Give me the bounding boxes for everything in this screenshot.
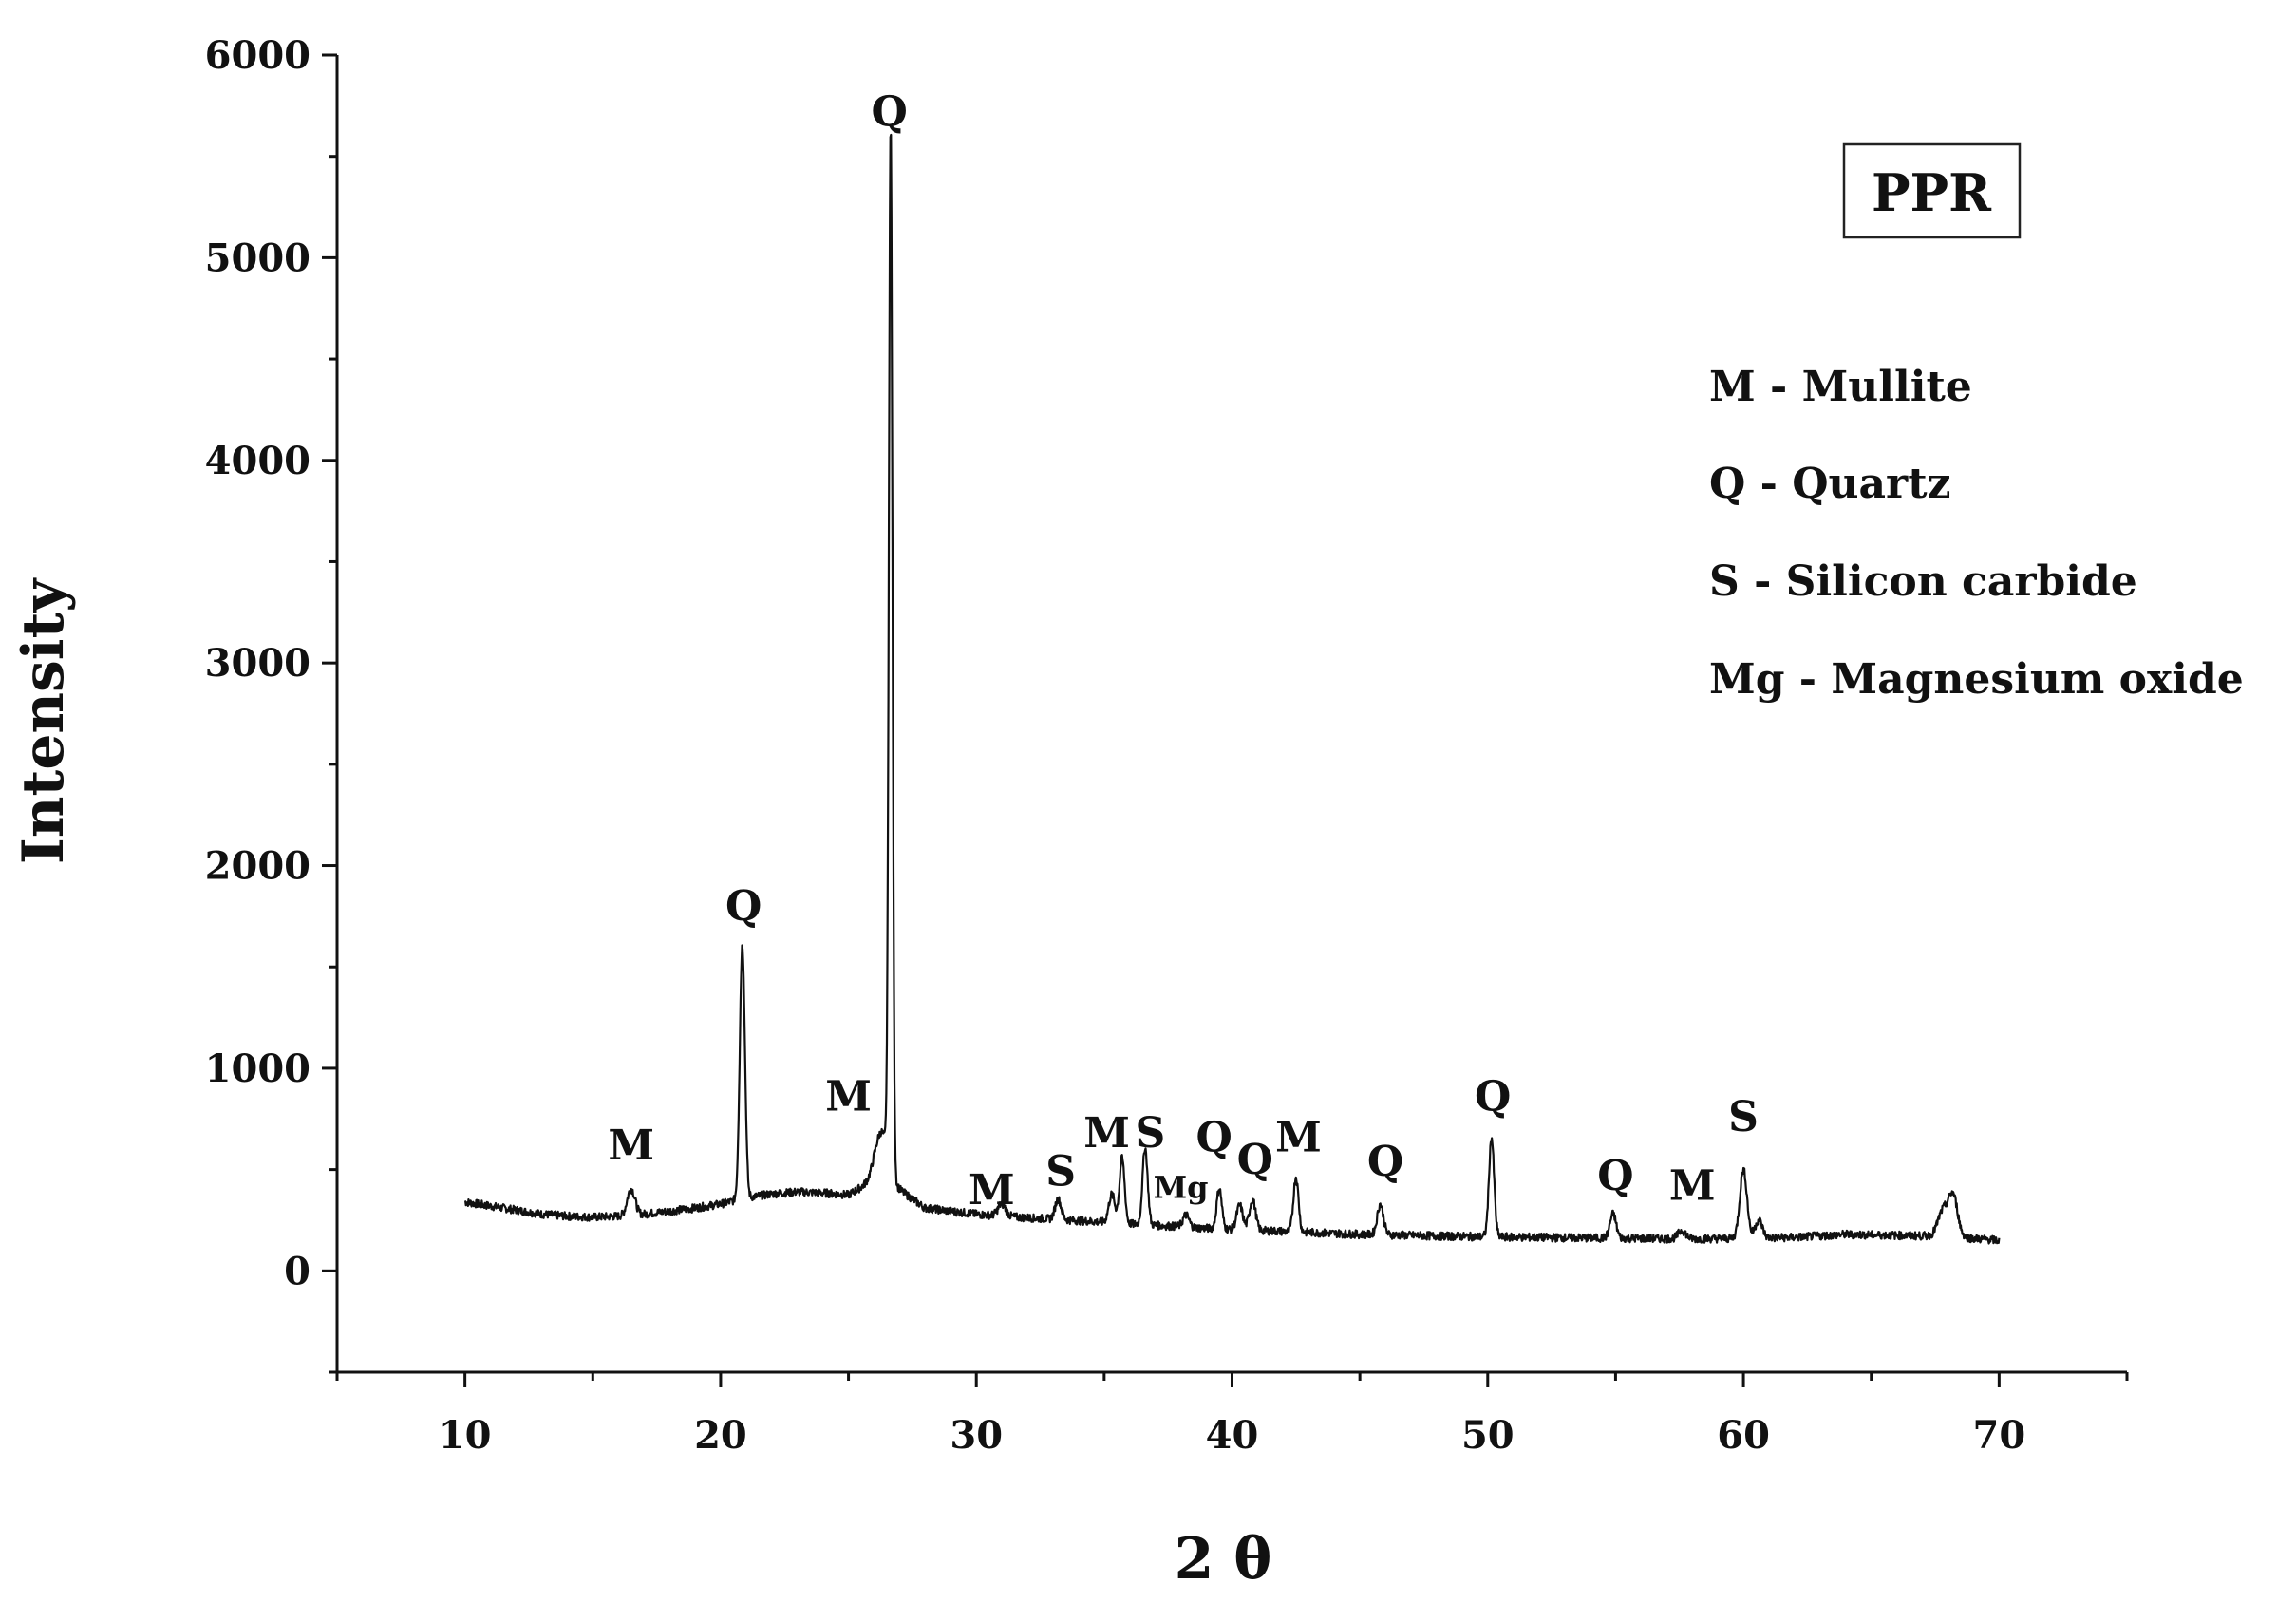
y-tick-label: 2000 [205, 844, 311, 889]
legend-item-silicon-carbide: S - Silicon carbide [1709, 557, 2137, 606]
peak-label-m: M [1275, 1113, 1322, 1161]
peak-label-m: M [825, 1073, 872, 1121]
legend: M - Mullite Q - Quartz S - Silicon carbi… [1709, 363, 2244, 704]
y-tick-label: 0 [284, 1249, 311, 1293]
x-tick-label: 60 [1717, 1413, 1770, 1458]
y-tick-label: 6000 [205, 33, 311, 78]
peak-label-q: Q [1237, 1136, 1273, 1184]
legend-item-quartz: Q - Quartz [1709, 460, 1951, 508]
axis-tick-labels: 10 20 30 40 50 60 70 0 1000 2000 3000 4000 5000 6000 [205, 33, 2026, 1458]
x-tick-label: 50 [1461, 1413, 1515, 1458]
sample-label-box: PPR [1842, 142, 2022, 239]
peak-label-mg: Mg [1154, 1169, 1209, 1205]
peak-label-s: S [1728, 1093, 1759, 1141]
x-axis-title: 2 θ [1175, 1526, 1272, 1593]
peak-label-m: M [1669, 1162, 1716, 1211]
y-axis-title: Intensity [10, 577, 77, 864]
peak-label-q: Q [1195, 1113, 1232, 1161]
peak-label-q: Q [1597, 1152, 1633, 1200]
axis-ticks [322, 53, 2129, 1387]
y-tick-label: 5000 [205, 236, 311, 280]
peak-label-m: M [608, 1121, 654, 1170]
x-tick-label: 30 [950, 1413, 1003, 1458]
legend-item-magnesium-oxide: Mg - Magnesium oxide [1709, 655, 2244, 704]
peak-label-q: Q [1475, 1073, 1511, 1121]
x-tick-label: 40 [1206, 1413, 1259, 1458]
peak-label-q: Q [1367, 1138, 1403, 1186]
xrd-pattern-line [463, 133, 2001, 1245]
peak-label-q: Q [871, 88, 907, 137]
peak-label-q: Q [725, 882, 762, 931]
x-tick-label: 70 [1973, 1413, 2026, 1458]
peak-label-s: S [1135, 1109, 1165, 1158]
chart-axes [335, 55, 2127, 1374]
peak-label-m: M [1083, 1109, 1130, 1158]
y-tick-label: 4000 [205, 439, 311, 483]
y-tick-label: 1000 [205, 1046, 311, 1091]
y-tick-label: 3000 [205, 641, 311, 686]
x-tick-label: 20 [694, 1413, 747, 1458]
sample-label: PPR [1872, 162, 1992, 223]
legend-item-mullite: M - Mullite [1709, 363, 1972, 411]
x-tick-label: 10 [439, 1413, 492, 1458]
peak-label-s: S [1045, 1148, 1076, 1197]
peak-label-m: M [969, 1166, 1015, 1215]
